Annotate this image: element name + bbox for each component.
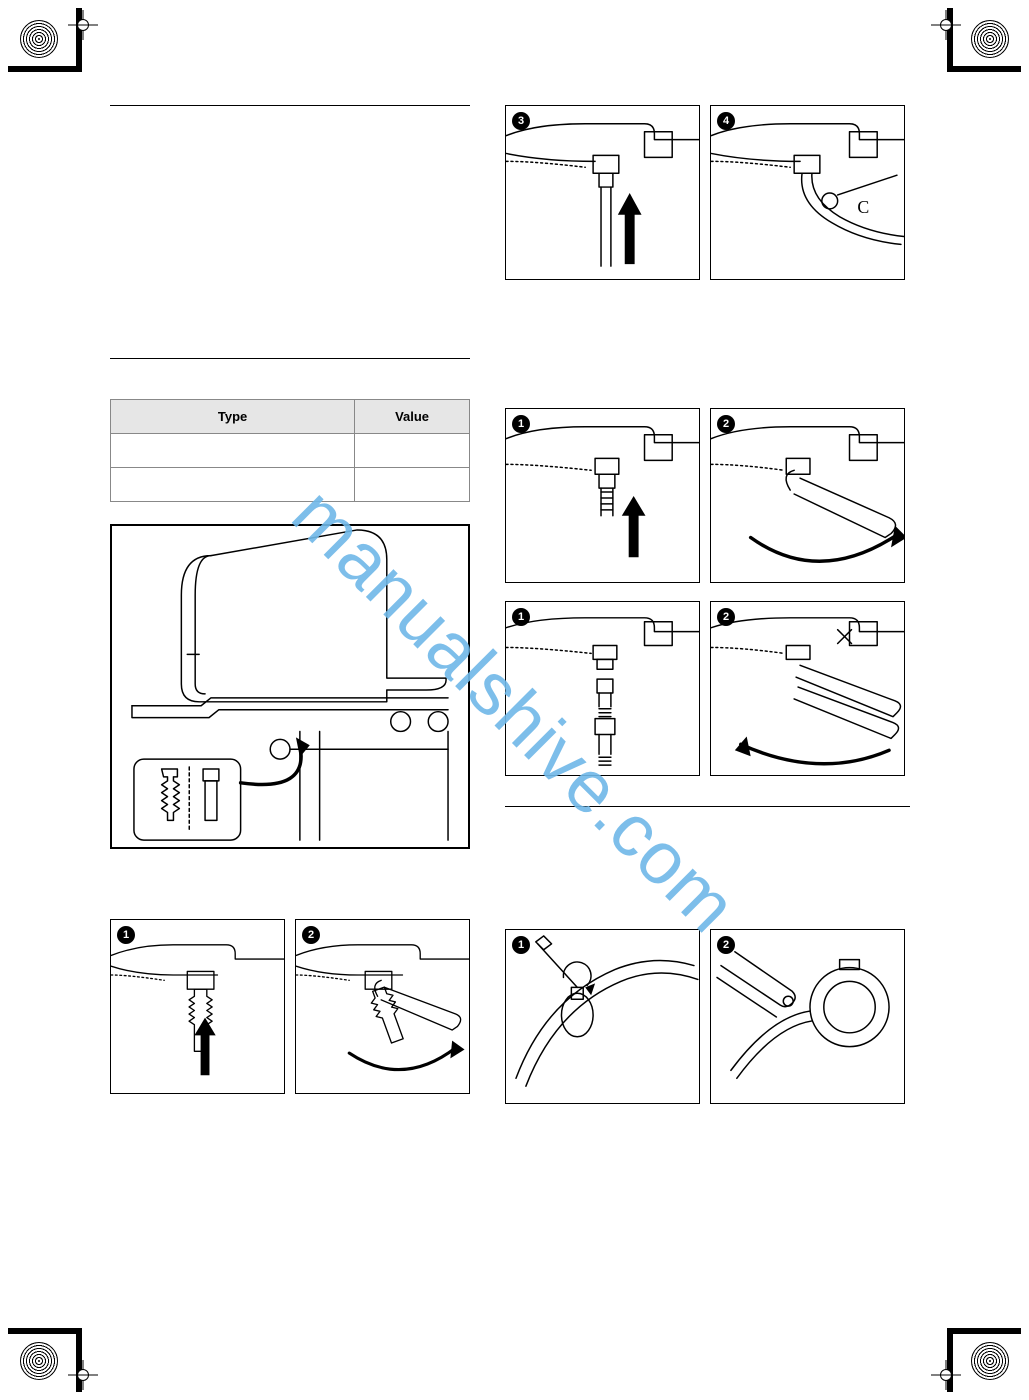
step-illustration: 2 [295, 919, 470, 1094]
step-number-badge: 2 [717, 936, 735, 954]
step-number-badge: 1 [512, 608, 530, 626]
step-number-badge: 2 [717, 608, 735, 626]
spec-table: Type Value [110, 399, 470, 502]
table-row [111, 434, 470, 468]
crop-mark-bottom-left [8, 1302, 98, 1392]
crop-mark-top-right [931, 8, 1021, 98]
step-illustration: 1 [505, 929, 700, 1104]
table-cell [111, 434, 355, 468]
crop-mark-right-middle [993, 680, 1023, 710]
step-illustration: 2 [710, 601, 905, 776]
step-number-badge: 2 [302, 926, 320, 944]
section-rule [110, 105, 470, 106]
table-header-cell: Type [111, 400, 355, 434]
right-column: 3 4 [505, 105, 910, 1122]
step-illustration: 2 [710, 929, 905, 1104]
illustration-pair: 1 2 [110, 919, 470, 1094]
section-rule [505, 806, 910, 807]
crop-mark-bottom-center [500, 1364, 530, 1394]
step-number-badge: 2 [717, 415, 735, 433]
svg-text:C: C [857, 197, 869, 217]
crop-mark-bottom-right [931, 1302, 1021, 1392]
illustration-pair: 1 2 [505, 601, 910, 776]
illustration-pair: 1 2 [505, 408, 910, 583]
section-rule [110, 358, 470, 359]
step-illustration: 4 C [710, 105, 905, 280]
step-illustration: 1 [110, 919, 285, 1094]
step-number-badge: 4 [717, 112, 735, 130]
page-content: Type Value [110, 105, 920, 1315]
left-column: Type Value [110, 105, 470, 1112]
step-number-badge: 1 [512, 415, 530, 433]
step-illustration: 1 [505, 601, 700, 776]
table-row [111, 468, 470, 502]
step-number-badge: 1 [117, 926, 135, 944]
illustration-pair: 1 2 [505, 929, 910, 1104]
crop-mark-top-left [8, 8, 98, 98]
step-number-badge: 3 [512, 112, 530, 130]
table-cell [111, 468, 355, 502]
step-illustration: 3 [505, 105, 700, 280]
table-cell [355, 468, 470, 502]
step-number-badge: 1 [512, 936, 530, 954]
table-header-cell: Value [355, 400, 470, 434]
step-illustration: 1 [505, 408, 700, 583]
step-illustration: 2 [710, 408, 905, 583]
table-cell [355, 434, 470, 468]
illustration-pair: 3 4 [505, 105, 910, 280]
grill-connection-illustration [110, 524, 470, 849]
